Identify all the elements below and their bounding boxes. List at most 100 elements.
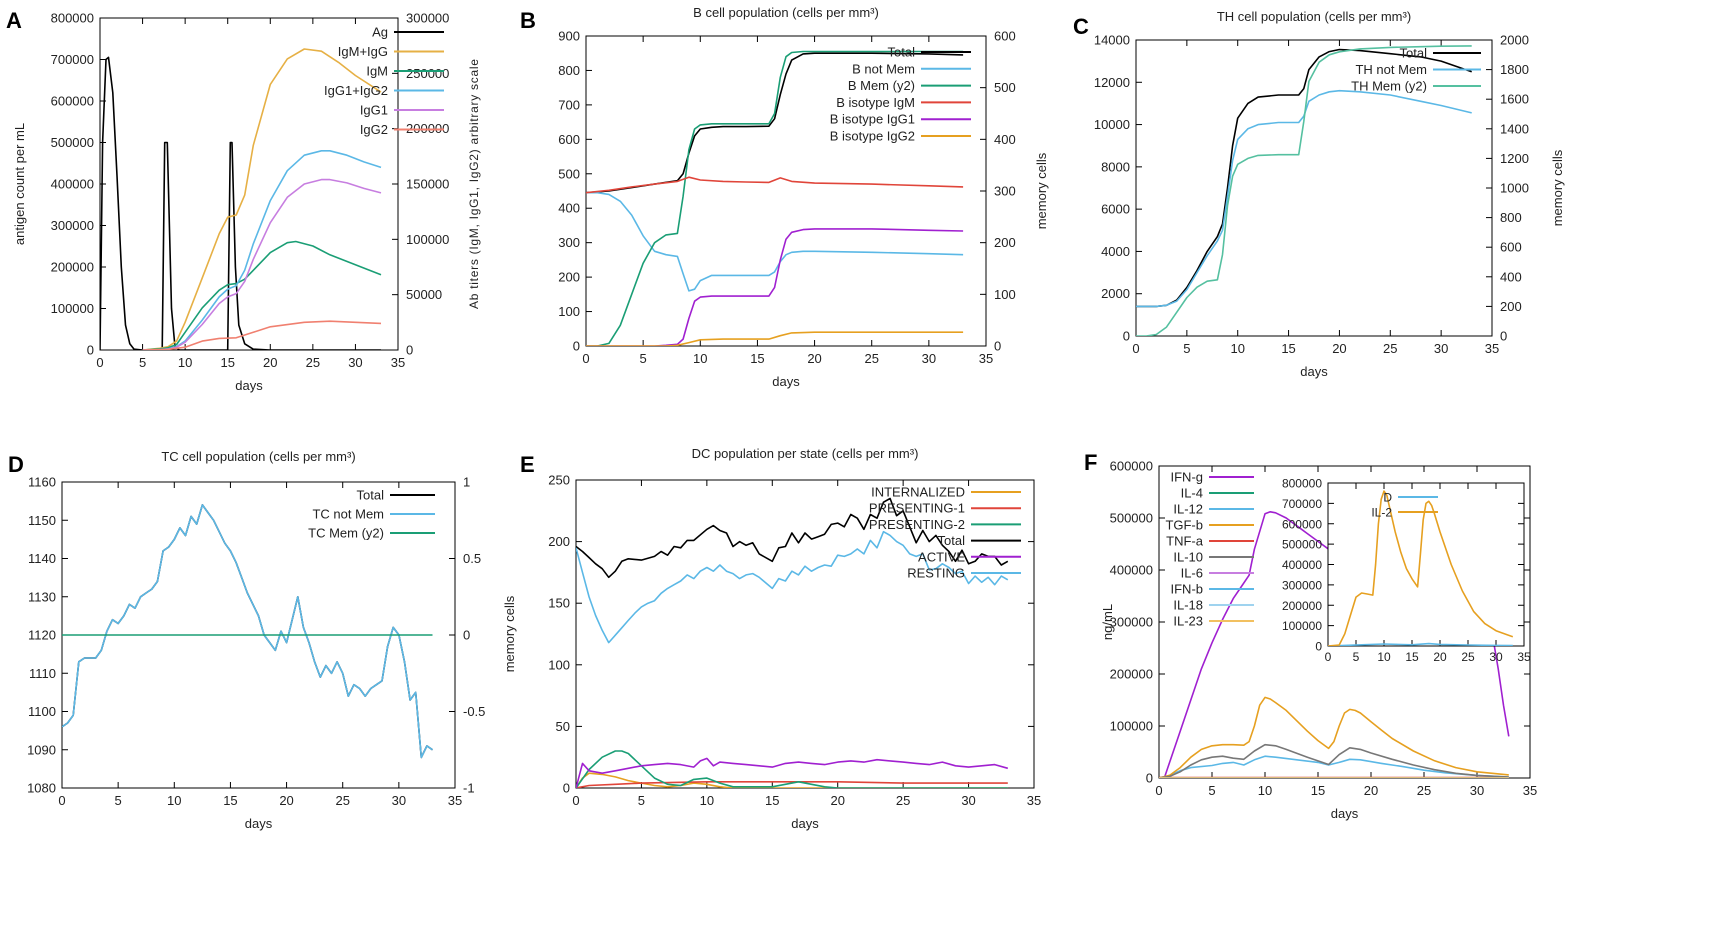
y2-tick-label: 2000 [1500,33,1529,48]
legend-label: ACTIVE [918,549,965,564]
x-tick-label: 15 [1311,783,1325,798]
legend-label: TC not Mem [312,507,384,522]
y-tick-label: 1080 [27,781,56,796]
legend-label: IL-2 [1371,506,1392,520]
y-tick-label: 1100 [28,704,56,719]
y-tick-label: 700000 [1282,497,1322,511]
y-tick-label: 100 [558,304,580,319]
x-tick-label: 5 [139,355,146,370]
y-tick-label: 1140 [28,551,56,566]
y2-axis-label: memory cells [1034,152,1049,229]
series-line-b-isotype-igm [586,176,964,194]
series-line-active [576,757,1009,788]
x-tick-label: 20 [1332,341,1346,356]
y-tick-label: 12000 [1094,75,1130,90]
series-line-tc-not-mem [62,504,433,759]
series-line-il-10 [1159,743,1509,778]
x-tick-label: 5 [1183,341,1190,356]
y-tick-label: 700 [558,97,580,112]
x-tick-label: 30 [348,355,362,370]
x-tick-label: 5 [115,793,122,808]
series-line-il-2 [1328,490,1514,646]
x-tick-label: 10 [167,793,181,808]
legend-label: IgM+IgG [338,44,388,59]
x-tick-label: 0 [58,793,65,808]
panel-letter: E [520,452,535,477]
x-tick-label: 15 [765,793,779,808]
x-tick-label: 5 [640,351,647,366]
legend-label: IL-12 [1173,502,1203,517]
legend-label: INTERNALIZED [871,485,965,500]
y2-tick-label: 0 [463,628,470,643]
y-tick-label: 1110 [29,666,56,681]
legend-label: IL-23 [1173,614,1203,629]
y-tick-label: 600000 [51,94,94,109]
y-tick-label: 200000 [51,260,94,275]
y2-tick-label: 50000 [406,287,442,302]
y-tick-label: 100000 [51,301,94,316]
x-tick-label: 30 [392,793,406,808]
y-tick-label: 250 [548,473,570,488]
x-tick-label: 0 [572,793,579,808]
x-tick-label: 25 [1383,341,1397,356]
y2-tick-label: 1000 [1500,181,1529,196]
x-tick-label: 30 [961,793,975,808]
legend-label: TH not Mem [1355,62,1427,77]
y-tick-label: 0 [563,781,570,796]
panel-a: A0 5 10 15 20 25 30 350100000200000300000400000… [6,8,481,393]
y-axis-label: ng/mL [1100,604,1115,640]
y2-tick-label: 200 [994,235,1016,250]
legend-label: Total [938,533,966,548]
x-tick-label: 30 [1489,650,1503,664]
y-tick-label: 600000 [1110,459,1153,474]
panel-f-inset: 0 5 10 15 20 25 30 35 0 100000 200000 300000 400000 5… [1282,477,1531,665]
chart-title: TC cell population (cells per mm³) [161,449,355,464]
y-tick-label: 800 [558,63,580,78]
plot-frame [585,35,987,347]
chart-title: B cell population (cells per mm³) [693,5,879,20]
x-axis-label: days [1331,806,1359,821]
y-tick-label: 800000 [51,11,94,26]
y-tick-label: 300000 [1282,578,1322,592]
x-tick-label: 25 [1417,783,1431,798]
x-tick-label: 35 [1523,783,1537,798]
x-tick-label: 35 [979,351,993,366]
inset-background [1328,483,1524,646]
legend-label: IgG2 [360,122,388,137]
y-tick-label: 600 [558,132,580,147]
legend-label: B not Mem [852,61,915,76]
y-tick-label: 1130 [28,589,56,604]
panel-letter: B [520,8,536,33]
y-tick-label: 0 [573,339,580,354]
y-tick-label: 600000 [1282,517,1322,531]
legend-label: IL-4 [1181,486,1203,501]
y-tick-label: 0 [1123,329,1130,344]
series-line-th-mem-y2- [1136,45,1472,336]
y-tick-label: 500000 [1282,538,1322,552]
legend-label: TH Mem (y2) [1351,79,1427,94]
series-line-il-12 [1159,755,1509,778]
chart-title: DC population per state (cells per mm³) [692,446,919,461]
x-tick-label: 20 [279,793,293,808]
series-line-igg1 [142,178,382,350]
x-tick-label: 10 [1230,341,1244,356]
y-tick-label: 500000 [51,135,94,150]
legend-label: IL-18 [1173,598,1203,613]
x-tick-label: 10 [700,793,714,808]
series-line-d [1328,642,1513,646]
series-line-igg1-igg2 [142,150,382,350]
x-axis-label: days [772,374,800,389]
x-tick-label: 25 [896,793,910,808]
y2-tick-label: 0 [406,343,413,358]
x-tick-label: 0 [582,351,589,366]
x-tick-label: 10 [693,351,707,366]
x-tick-label: 20 [807,351,821,366]
y2-tick-label: 1 [463,475,470,490]
legend-label: Total [1400,46,1428,61]
x-tick-label: 35 [1485,341,1499,356]
y2-tick-label: -1 [463,781,475,796]
y-tick-label: 8000 [1101,159,1130,174]
legend-label: TGF-b [1165,518,1203,533]
x-tick-label: 5 [1208,783,1215,798]
